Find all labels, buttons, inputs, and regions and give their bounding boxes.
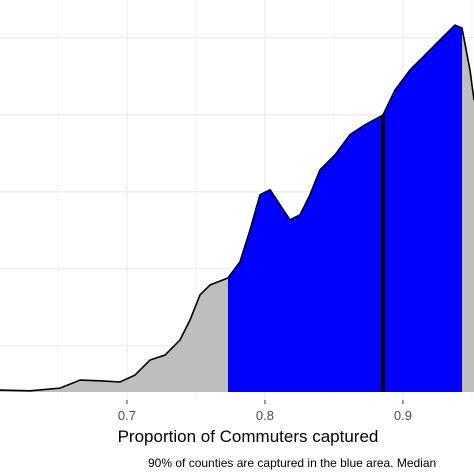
x-axis-label: Proportion of Commuters captured <box>118 427 379 446</box>
labels: 0.7 0.8 0.9 <box>118 400 412 423</box>
x-tick-label: 0.9 <box>394 408 412 423</box>
density-line <box>0 24 474 392</box>
highlight-area <box>227 25 462 392</box>
x-tick-label: 0.8 <box>256 408 274 423</box>
caption: 90% of counties are captured in the blue… <box>148 456 436 470</box>
marks <box>0 24 474 392</box>
x-tick-label: 0.7 <box>118 408 136 423</box>
